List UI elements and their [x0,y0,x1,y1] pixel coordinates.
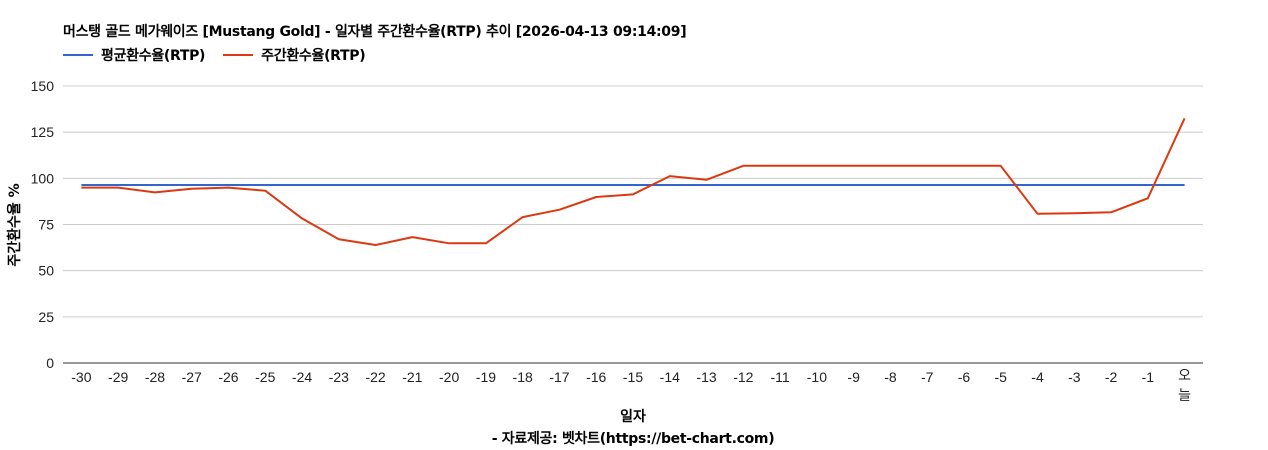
x-tick-label: -7 [921,369,934,385]
y-tick-label: 150 [31,78,55,94]
x-tick-label: -21 [402,369,422,385]
data-source-credit: - 자료제공: 벳차트(https://bet-chart.com) [491,431,775,447]
legend-label-average: 평균환수율(RTP) [101,48,206,64]
y-tick-label: 75 [38,217,54,233]
legend-swatch-average-icon [63,54,93,56]
x-tick-label: -10 [807,369,827,385]
weekly-rtp-line[interactable] [81,117,1186,246]
x-tick-label: -11 [770,369,789,385]
x-tick-label: -22 [365,369,385,385]
x-tick-label: 오 [1178,367,1191,383]
legend: 평균환수율(RTP) 주간환수율(RTP) [63,46,383,64]
x-tick-label: -17 [549,369,569,385]
x-tick-label: -5 [995,369,1008,385]
x-tick-label: -30 [71,369,91,385]
x-tick-label: -15 [623,369,643,385]
x-axis-title: 일자 [620,409,646,425]
x-tick-label: 늘 [1178,387,1191,403]
x-tick-label: -9 [847,369,860,385]
x-tick-label: -20 [439,369,459,385]
y-tick-label: 100 [31,170,55,186]
x-tick-label: -8 [884,369,897,385]
x-tick-label: -12 [733,369,753,385]
legend-item-average[interactable]: 평균환수율(RTP) [63,45,205,65]
x-tick-label: -14 [660,369,680,385]
x-tick-label: -25 [255,369,275,385]
x-tick-label: -13 [696,369,716,385]
x-tick-label: -16 [586,369,606,385]
x-tick-label: -27 [182,369,202,385]
y-tick-label: 125 [31,124,55,140]
y-tick-label: 25 [38,309,54,325]
legend-swatch-weekly-icon [223,54,254,56]
x-tick-label: -26 [218,369,238,385]
y-axis-title: 주간환수율 % [7,183,23,267]
chart-title: 머스탱 골드 메가웨이즈 [Mustang Gold] - 일자별 주간환수율(… [63,24,687,40]
x-tick-label: -2 [1105,369,1118,385]
x-tick-label: -3 [1068,369,1081,385]
x-tick-label: -18 [513,369,533,385]
x-tick-label: -28 [145,369,165,385]
x-tick-label: -23 [329,369,349,385]
x-tick-label: -19 [476,369,496,385]
y-tick-label: 0 [46,355,54,371]
x-tick-label: -24 [292,369,312,385]
y-tick-label: 50 [38,263,54,279]
x-tick-label: -6 [958,369,971,385]
legend-item-weekly[interactable]: 주간환수율(RTP) [223,45,366,65]
legend-label-weekly: 주간환수율(RTP) [261,48,366,64]
x-tick-label: -29 [108,369,128,385]
x-tick-label: -1 [1142,369,1155,385]
x-tick-label: -4 [1031,369,1044,385]
